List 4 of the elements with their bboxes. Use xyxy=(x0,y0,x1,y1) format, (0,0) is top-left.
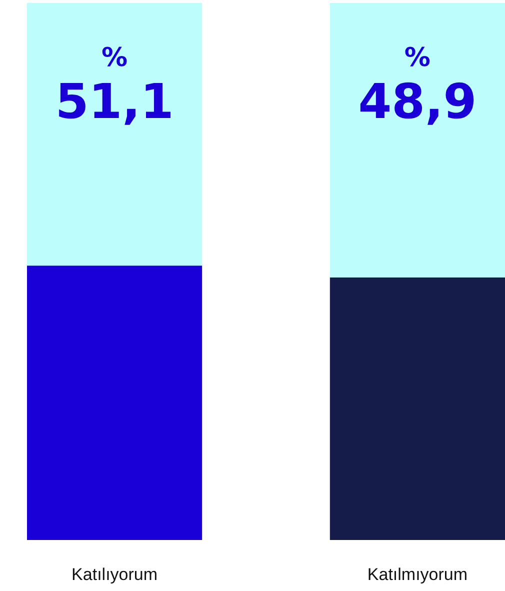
x-tick-label: Katılıyorum xyxy=(72,565,158,584)
data-label: % 51,1 xyxy=(55,43,174,130)
x-tick-label: Katılmıyorum xyxy=(367,565,468,584)
data-label: % 48,9 xyxy=(358,43,477,130)
